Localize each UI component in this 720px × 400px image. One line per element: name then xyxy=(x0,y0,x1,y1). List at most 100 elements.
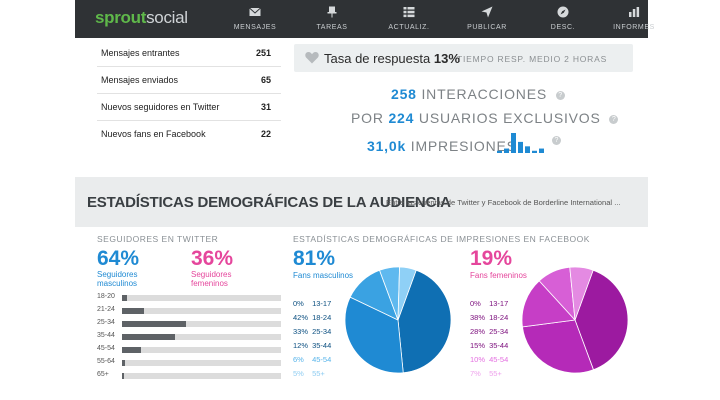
twitter-age-bar-track xyxy=(122,308,281,314)
stat-row-twitter-followers: Nuevos seguidores en Twitter 31 xyxy=(97,94,281,121)
age-row-pct: 7% xyxy=(470,369,481,378)
pie-slice-55+[interactable] xyxy=(397,266,417,321)
pie-slice-18-24[interactable] xyxy=(397,269,452,374)
twitter-age-label: 55-64 xyxy=(97,358,115,365)
impressions-sparkline xyxy=(497,133,544,153)
facebook-male-pie xyxy=(344,266,452,374)
age-row-range: 25-34 xyxy=(310,327,332,336)
twitter-female-pct: 36% xyxy=(191,247,234,270)
top-nav-bar: sproutsocial MENSAJES TAREAS ACTUALIZ. P… xyxy=(75,0,654,38)
pie-slice-35-44[interactable] xyxy=(521,280,576,328)
age-row-pct: 12% xyxy=(293,341,309,350)
twitter-age-bar xyxy=(122,295,127,301)
age-row-range: 55+ xyxy=(487,369,502,378)
twitter-age-label: 45-54 xyxy=(97,345,115,352)
facebook-female-label: Fans femeninos xyxy=(470,271,527,280)
pie-slice-25-34[interactable] xyxy=(522,319,594,374)
pie-slice-25-34[interactable] xyxy=(344,296,404,374)
interactions-metric: 258 INTERACCIONES ? xyxy=(391,86,565,102)
stat-row-facebook-fans: Nuevos fans en Facebook 22 xyxy=(101,129,271,139)
age-row-pct: 42% xyxy=(293,313,309,322)
age-row-pct: 0% xyxy=(293,299,304,308)
twitter-male-pct: 64% xyxy=(97,247,140,270)
age-row-pct: 6% xyxy=(293,355,304,364)
twitter-female-label: Seguidores femeninos xyxy=(191,270,232,288)
twitter-age-bar xyxy=(122,360,125,366)
twitter-age-bar-track xyxy=(122,360,281,366)
pie-slice-18-24[interactable] xyxy=(574,269,629,371)
age-row-pct: 5% xyxy=(293,369,304,378)
facebook-age-row: 42% 18-24 xyxy=(293,313,331,322)
sparkline-bar xyxy=(504,148,509,153)
facebook-age-row: 12% 35-44 xyxy=(293,341,331,350)
send-icon xyxy=(457,0,517,20)
sparkline-bar xyxy=(497,150,502,153)
twitter-male-label: Seguidores masculinos xyxy=(97,270,138,288)
stat-row-incoming: Mensajes entrantes 251 xyxy=(97,40,281,67)
help-icon[interactable]: ? xyxy=(609,115,619,124)
twitter-age-label: 35-44 xyxy=(97,332,115,339)
section-subtitle: Entre las cuentas de Twitter y Facebook … xyxy=(386,198,621,207)
facebook-age-row: 6% 45-54 xyxy=(293,355,331,364)
sproutsocial-logo[interactable]: sproutsocial xyxy=(95,8,188,27)
facebook-female-pct: 19% xyxy=(470,247,513,270)
sparkline-bar xyxy=(511,133,516,153)
twitter-age-label: 65+ xyxy=(97,371,109,378)
age-row-range: 13-17 xyxy=(310,299,332,308)
help-icon[interactable]: ? xyxy=(555,91,565,100)
facebook-female-pie xyxy=(521,266,629,374)
pie-slice-55+[interactable] xyxy=(569,266,594,321)
twitter-age-bar xyxy=(122,334,175,340)
summary-stats-list: Mensajes entrantes 251 Mensajes enviados… xyxy=(97,40,281,148)
heart-icon xyxy=(305,51,319,69)
nav-desc[interactable]: DESC. xyxy=(533,0,593,38)
facebook-male-label: Fans masculinos xyxy=(293,271,354,280)
facebook-age-row: 15% 35-44 xyxy=(470,341,508,350)
impressions-metric: 31,0k IMPRESIONES xyxy=(367,138,517,154)
twitter-age-bar-track xyxy=(122,334,281,340)
age-row-range: 35-44 xyxy=(310,341,332,350)
age-row-range: 45-54 xyxy=(310,355,332,364)
facebook-age-row: 7% 55+ xyxy=(470,369,502,378)
facebook-age-row: 28% 25-34 xyxy=(470,327,508,336)
envelope-icon xyxy=(225,0,285,20)
twitter-age-bar xyxy=(122,308,144,314)
twitter-age-label: 18-20 xyxy=(97,293,115,300)
nav-mensajes[interactable]: MENSAJES xyxy=(225,0,285,38)
help-icon[interactable]: ? xyxy=(552,136,561,145)
unique-users-metric: POR 224 USUARIOS EXCLUSIVOS ? xyxy=(351,110,619,126)
age-row-range: 45-54 xyxy=(487,355,509,364)
bar-chart-icon xyxy=(604,0,664,20)
twitter-age-label: 25-34 xyxy=(97,319,115,326)
age-row-pct: 33% xyxy=(293,327,309,336)
section-title: ESTADÍSTICAS DEMOGRÁFICAS DE LA AUDIENCI… xyxy=(87,194,451,211)
twitter-age-bar-track xyxy=(122,295,281,301)
sparkline-bar xyxy=(539,148,544,153)
twitter-age-bar-track xyxy=(122,373,281,379)
demographics-section-header: ESTADÍSTICAS DEMOGRÁFICAS DE LA AUDIENCI… xyxy=(75,177,648,227)
response-time-text: TIEMPO RESP. MEDIO 2 HORAS xyxy=(457,54,608,64)
sparkline-bar xyxy=(532,150,537,153)
twitter-age-bar xyxy=(122,321,186,327)
age-row-range: 18-24 xyxy=(310,313,332,322)
age-row-range: 25-34 xyxy=(487,327,509,336)
facebook-age-row: 5% 55+ xyxy=(293,369,325,378)
twitter-card-title: SEGUIDORES EN TWITTER xyxy=(97,234,219,244)
nav-actualiz[interactable]: ACTUALIZ. xyxy=(379,0,439,38)
facebook-age-row: 10% 45-54 xyxy=(470,355,508,364)
twitter-age-bar-track xyxy=(122,321,281,327)
facebook-age-row: 0% 13-17 xyxy=(293,299,331,308)
compass-icon xyxy=(533,0,593,20)
age-row-range: 35-44 xyxy=(487,341,509,350)
twitter-age-label: 21-24 xyxy=(97,306,115,313)
nav-informes[interactable]: INFORMES xyxy=(604,0,664,38)
sparkline-bar xyxy=(518,141,523,153)
age-row-pct: 28% xyxy=(470,327,486,336)
age-row-pct: 15% xyxy=(470,341,486,350)
age-row-range: 13-17 xyxy=(487,299,509,308)
sparkline-bar xyxy=(525,146,530,153)
facebook-age-row: 38% 18-24 xyxy=(470,313,508,322)
nav-tareas[interactable]: TAREAS xyxy=(302,0,362,38)
nav-publicar[interactable]: PUBLICAR xyxy=(457,0,517,38)
age-row-pct: 10% xyxy=(470,355,486,364)
